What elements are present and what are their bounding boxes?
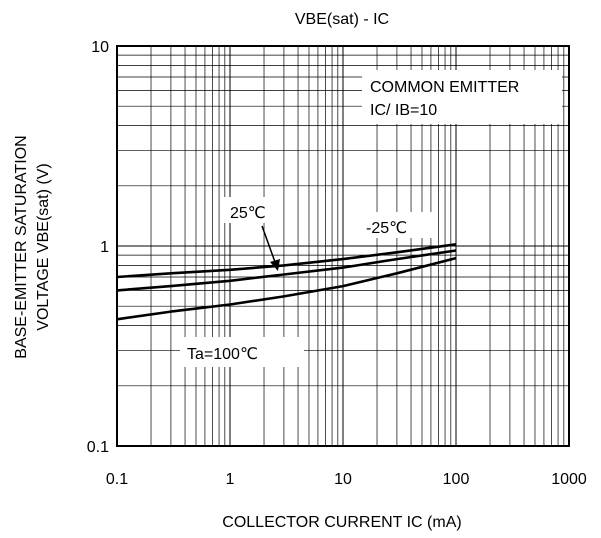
grid (116, 45, 570, 447)
annotation-box: COMMON EMITTER IC/ IB=10 (362, 70, 562, 124)
label-minus25-background (362, 212, 432, 238)
y-axis-label-line1: BASE-EMITTER SATURATION (13, 135, 30, 358)
tick-labels: 0.1 1 10 100 1000 0.1 1 10 (87, 39, 587, 488)
label-25-arrow-head (270, 259, 280, 271)
y-tick-label: 0.1 (87, 439, 109, 456)
series-line-1 (116, 249, 457, 292)
label-25-background (224, 197, 282, 223)
x-tick-label: 0.1 (106, 471, 128, 488)
plot-area-frame (116, 45, 570, 447)
chart-title: VBE(sat) - IC (295, 11, 389, 28)
series-lines (116, 243, 457, 321)
y-tick-label: 10 (91, 39, 109, 56)
annotation-box-line2: IC/ IB=10 (370, 102, 437, 119)
label-100-text: Ta=100℃ (187, 346, 258, 363)
x-tick-label: 1000 (551, 471, 587, 488)
label-25: 25℃ (224, 197, 282, 271)
x-tick-label: 100 (443, 471, 470, 488)
label-100: Ta=100℃ (180, 337, 304, 367)
label-100-background (180, 337, 304, 367)
x-axis-label: COLLECTOR CURRENT IC (mA) (222, 514, 461, 531)
series-line-0 (116, 243, 457, 279)
x-tick-label: 1 (226, 471, 235, 488)
annotation-box-background (362, 70, 562, 124)
label-minus25-text: -25℃ (366, 220, 407, 237)
y-axis-label-line2: VOLTAGE VBE(sat) (V) (35, 163, 52, 330)
series-line-2 (116, 256, 457, 321)
y-tick-label: 1 (100, 239, 109, 256)
x-tick-label: 10 (334, 471, 352, 488)
y-axis-label: BASE-EMITTER SATURATION VOLTAGE VBE(sat)… (13, 135, 52, 358)
label-minus25: -25℃ (362, 212, 432, 238)
label-25-text: 25℃ (230, 205, 266, 222)
label-25-arrow-line (261, 225, 276, 263)
annotation-box-line1: COMMON EMITTER (370, 79, 519, 96)
